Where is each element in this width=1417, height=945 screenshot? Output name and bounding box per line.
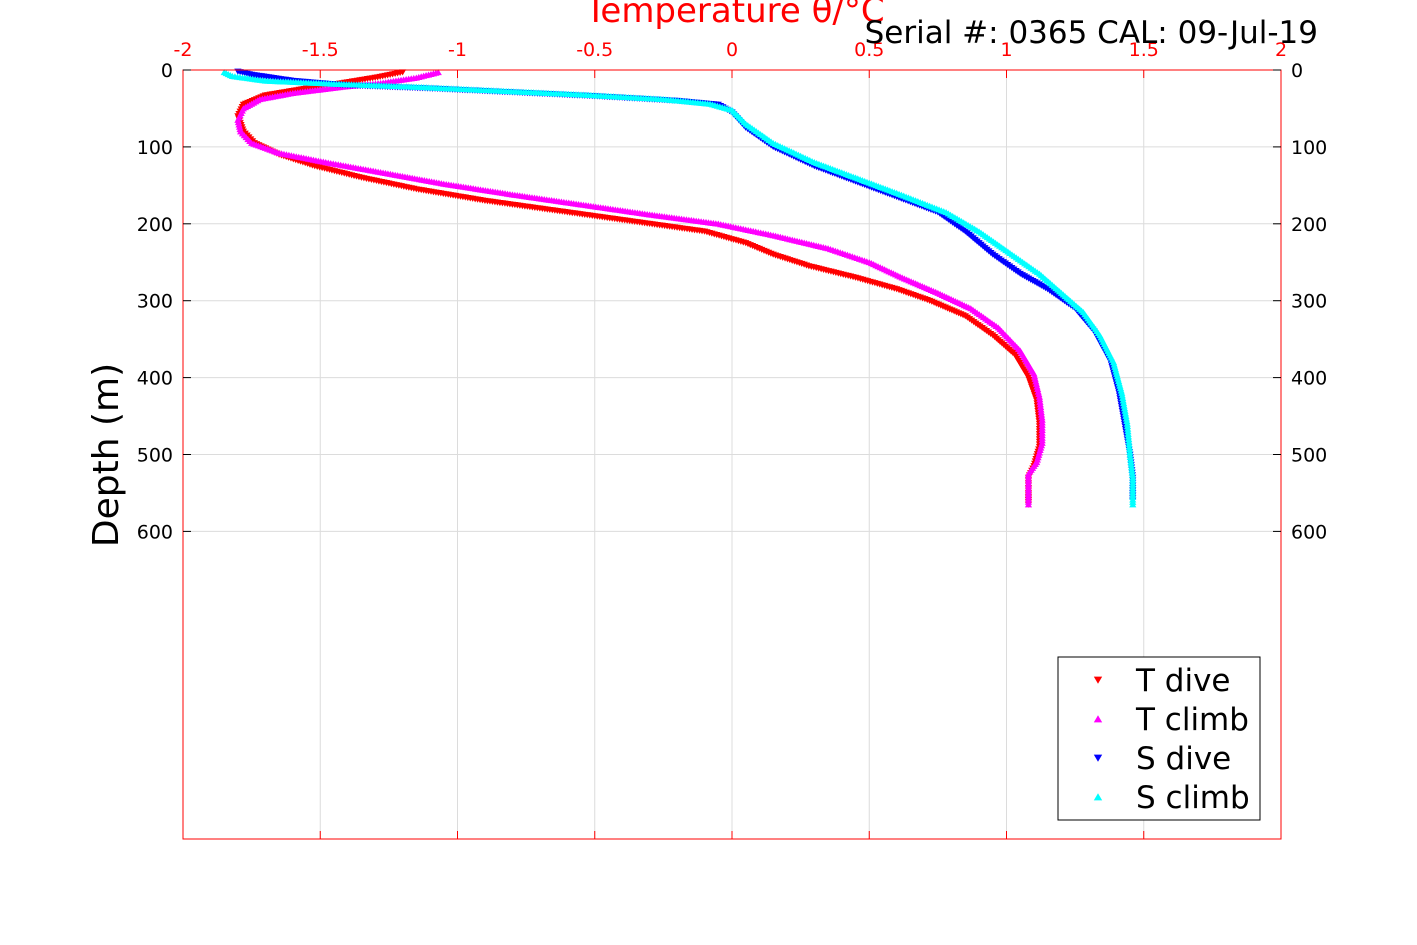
data-point — [1037, 403, 1045, 410]
data-point — [1128, 471, 1137, 478]
grid-lines — [182, 69, 1282, 839]
data-point — [1037, 408, 1045, 416]
y-tick-label-right: 300 — [1291, 291, 1327, 313]
y-tick-label-right: 600 — [1291, 521, 1327, 543]
data-point — [1128, 469, 1136, 476]
x-tick-label: -0.5 — [576, 39, 613, 61]
chart-title: Temperature θ/°C — [584, 0, 884, 31]
data-point — [1127, 464, 1136, 471]
data-point — [1127, 461, 1135, 468]
data-point — [1127, 458, 1135, 466]
legend-label: T climb — [1135, 702, 1249, 738]
legend-label: S dive — [1136, 741, 1231, 777]
x-tick-label: 0.5 — [854, 39, 884, 61]
x-tick-label: 1 — [1000, 39, 1012, 61]
data-point — [1024, 501, 1033, 508]
data-point — [1118, 392, 1126, 399]
legend-label: S climb — [1136, 780, 1250, 816]
x-tick-label: -1 — [448, 39, 467, 61]
x-tick-label: 2 — [1275, 39, 1287, 61]
legend-marker — [1093, 793, 1103, 801]
data-point — [1119, 394, 1127, 401]
y-tick-label-right: 400 — [1291, 368, 1327, 390]
data-point — [1037, 411, 1046, 418]
y-tick-label-left: 300 — [137, 291, 173, 313]
y-tick-label-left: 200 — [137, 214, 173, 236]
data-point — [1036, 396, 1044, 403]
chart-subtitle: Serial #: 0365 CAL: 09-Jul-19 — [865, 15, 1318, 51]
x-tick-label: -1.5 — [302, 39, 339, 61]
x-tick-label: 0 — [726, 39, 738, 61]
data-series — [220, 68, 1137, 508]
data-point — [1126, 453, 1134, 460]
y-tick-label-right: 0 — [1291, 60, 1303, 82]
data-point — [1122, 415, 1130, 422]
data-point — [1118, 389, 1126, 396]
y-tick-label-right: 100 — [1291, 137, 1327, 159]
x-tick-label: 1.5 — [1129, 39, 1159, 61]
data-point — [1121, 410, 1130, 417]
y-tick-label-left: 0 — [161, 60, 173, 82]
data-point — [1127, 456, 1135, 463]
y-tick-label-right: 200 — [1291, 214, 1327, 236]
data-point — [1120, 402, 1128, 409]
y-axis-label: Depth (m) — [86, 363, 127, 547]
data-point — [1126, 451, 1134, 458]
data-point — [1120, 399, 1128, 407]
x-tick-label: -2 — [174, 39, 193, 61]
y-tick-label-left: 600 — [137, 521, 173, 543]
series-s-climb — [220, 69, 1137, 508]
data-point — [1119, 397, 1127, 404]
y-tick-label-right: 500 — [1291, 445, 1327, 467]
y-tick-label-left: 500 — [137, 445, 173, 467]
data-point — [1036, 398, 1044, 405]
data-point — [1036, 401, 1044, 408]
data-point — [1037, 406, 1045, 413]
y-tick-label-left: 100 — [137, 137, 173, 159]
y-tick-label-left: 400 — [137, 368, 173, 390]
series-t-climb — [234, 69, 1046, 508]
legend-marker — [1093, 715, 1103, 723]
legend-marker — [1093, 754, 1103, 762]
series-s-dive — [234, 68, 1137, 504]
data-point — [1035, 393, 1044, 400]
legend-box — [1057, 656, 1261, 821]
data-point — [1128, 466, 1136, 473]
data-point — [1129, 501, 1137, 508]
data-point — [1122, 412, 1130, 419]
legend-marker — [1093, 676, 1103, 684]
data-point — [1121, 407, 1129, 414]
legend-label: T dive — [1135, 663, 1231, 699]
data-point — [1120, 405, 1129, 412]
data-point — [1038, 414, 1046, 421]
data-point — [1123, 417, 1131, 425]
